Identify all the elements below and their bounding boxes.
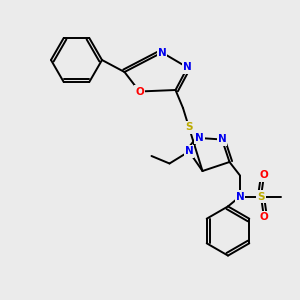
Text: N: N xyxy=(158,47,166,58)
Text: N: N xyxy=(236,191,244,202)
Text: O: O xyxy=(260,170,268,181)
Text: O: O xyxy=(135,86,144,97)
Text: N: N xyxy=(218,134,226,145)
Text: S: S xyxy=(257,191,265,202)
Text: S: S xyxy=(185,122,193,133)
Text: O: O xyxy=(260,212,268,223)
Text: N: N xyxy=(184,146,194,157)
Text: N: N xyxy=(183,62,192,73)
Text: N: N xyxy=(195,133,204,143)
